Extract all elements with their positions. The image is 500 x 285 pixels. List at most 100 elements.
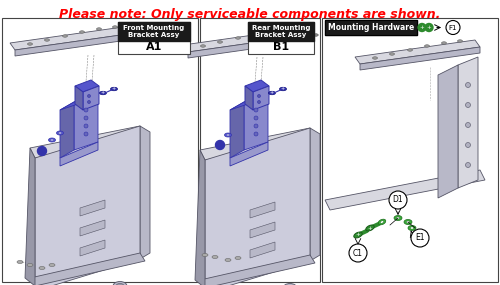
Ellipse shape bbox=[200, 45, 205, 47]
Polygon shape bbox=[360, 47, 480, 70]
Polygon shape bbox=[75, 86, 83, 110]
Polygon shape bbox=[35, 126, 140, 285]
Ellipse shape bbox=[354, 232, 362, 238]
Polygon shape bbox=[230, 102, 244, 158]
Text: +: + bbox=[420, 25, 424, 30]
Ellipse shape bbox=[96, 28, 102, 30]
Polygon shape bbox=[60, 142, 98, 166]
Ellipse shape bbox=[88, 95, 90, 97]
Ellipse shape bbox=[466, 82, 470, 87]
Ellipse shape bbox=[84, 124, 88, 128]
Text: Please note: Only serviceable components are shown.: Please note: Only serviceable components… bbox=[60, 8, 440, 21]
Text: +: + bbox=[112, 87, 116, 91]
Text: Front Mounting
Bracket Assy: Front Mounting Bracket Assy bbox=[124, 25, 184, 38]
Ellipse shape bbox=[254, 132, 258, 136]
Bar bbox=[325, 20, 417, 35]
Polygon shape bbox=[140, 126, 150, 259]
Ellipse shape bbox=[113, 282, 127, 285]
Polygon shape bbox=[75, 80, 99, 92]
Ellipse shape bbox=[100, 91, 106, 95]
Ellipse shape bbox=[254, 116, 258, 120]
Bar bbox=[2, 18, 198, 282]
Polygon shape bbox=[83, 86, 99, 110]
Ellipse shape bbox=[110, 87, 117, 91]
Polygon shape bbox=[60, 94, 98, 110]
Ellipse shape bbox=[235, 256, 241, 260]
Polygon shape bbox=[230, 142, 268, 166]
Polygon shape bbox=[30, 126, 145, 158]
Ellipse shape bbox=[380, 221, 384, 223]
Bar bbox=[200, 18, 320, 282]
Ellipse shape bbox=[366, 225, 374, 231]
Polygon shape bbox=[25, 148, 35, 285]
Polygon shape bbox=[80, 240, 105, 256]
Circle shape bbox=[425, 23, 433, 32]
Polygon shape bbox=[80, 220, 105, 236]
Text: Mounting Hardware: Mounting Hardware bbox=[328, 23, 414, 32]
Ellipse shape bbox=[254, 124, 258, 128]
Ellipse shape bbox=[406, 221, 410, 223]
Ellipse shape bbox=[17, 260, 23, 264]
Ellipse shape bbox=[236, 37, 240, 39]
Polygon shape bbox=[245, 80, 269, 92]
Ellipse shape bbox=[252, 33, 258, 35]
Text: +: + bbox=[356, 233, 360, 237]
Text: A1: A1 bbox=[146, 42, 162, 52]
Ellipse shape bbox=[84, 116, 88, 120]
Circle shape bbox=[389, 191, 407, 209]
Polygon shape bbox=[253, 86, 269, 110]
Ellipse shape bbox=[80, 31, 84, 33]
Text: +: + bbox=[101, 91, 105, 95]
Circle shape bbox=[38, 146, 46, 156]
Ellipse shape bbox=[270, 30, 274, 32]
Polygon shape bbox=[195, 150, 205, 285]
Polygon shape bbox=[10, 26, 135, 50]
Polygon shape bbox=[200, 128, 315, 160]
Ellipse shape bbox=[116, 284, 124, 285]
Ellipse shape bbox=[49, 264, 55, 266]
Polygon shape bbox=[205, 128, 310, 285]
Polygon shape bbox=[250, 202, 275, 218]
Bar bbox=[118, 22, 190, 40]
Ellipse shape bbox=[58, 132, 61, 134]
Ellipse shape bbox=[258, 95, 260, 97]
Ellipse shape bbox=[410, 227, 414, 229]
Ellipse shape bbox=[314, 34, 318, 36]
Ellipse shape bbox=[112, 26, 117, 28]
Ellipse shape bbox=[50, 139, 53, 141]
Ellipse shape bbox=[28, 43, 32, 45]
Polygon shape bbox=[325, 170, 485, 210]
Polygon shape bbox=[244, 94, 268, 150]
Ellipse shape bbox=[286, 28, 290, 30]
Polygon shape bbox=[230, 94, 268, 110]
Polygon shape bbox=[458, 57, 478, 188]
Ellipse shape bbox=[308, 37, 312, 39]
Ellipse shape bbox=[424, 45, 430, 47]
Text: +: + bbox=[281, 87, 285, 91]
Ellipse shape bbox=[408, 49, 412, 51]
Ellipse shape bbox=[88, 101, 90, 103]
Ellipse shape bbox=[258, 101, 260, 103]
Text: E1: E1 bbox=[415, 233, 425, 243]
Ellipse shape bbox=[202, 253, 208, 256]
Ellipse shape bbox=[27, 264, 33, 266]
Text: +: + bbox=[270, 91, 274, 95]
Ellipse shape bbox=[84, 108, 88, 112]
Polygon shape bbox=[30, 253, 145, 285]
Ellipse shape bbox=[280, 87, 286, 91]
Polygon shape bbox=[74, 94, 98, 150]
Text: Rear Mounting
Bracket Assy: Rear Mounting Bracket Assy bbox=[252, 25, 310, 38]
Ellipse shape bbox=[254, 108, 258, 112]
Ellipse shape bbox=[225, 258, 231, 262]
Ellipse shape bbox=[44, 39, 50, 41]
Circle shape bbox=[216, 141, 224, 150]
Ellipse shape bbox=[84, 132, 88, 136]
Bar bbox=[322, 18, 498, 282]
Ellipse shape bbox=[224, 133, 232, 137]
Ellipse shape bbox=[378, 219, 386, 225]
Text: +: + bbox=[426, 25, 432, 30]
Text: D1: D1 bbox=[392, 196, 404, 205]
Text: B1: B1 bbox=[273, 42, 289, 52]
Ellipse shape bbox=[148, 35, 152, 37]
Bar bbox=[248, 22, 314, 40]
